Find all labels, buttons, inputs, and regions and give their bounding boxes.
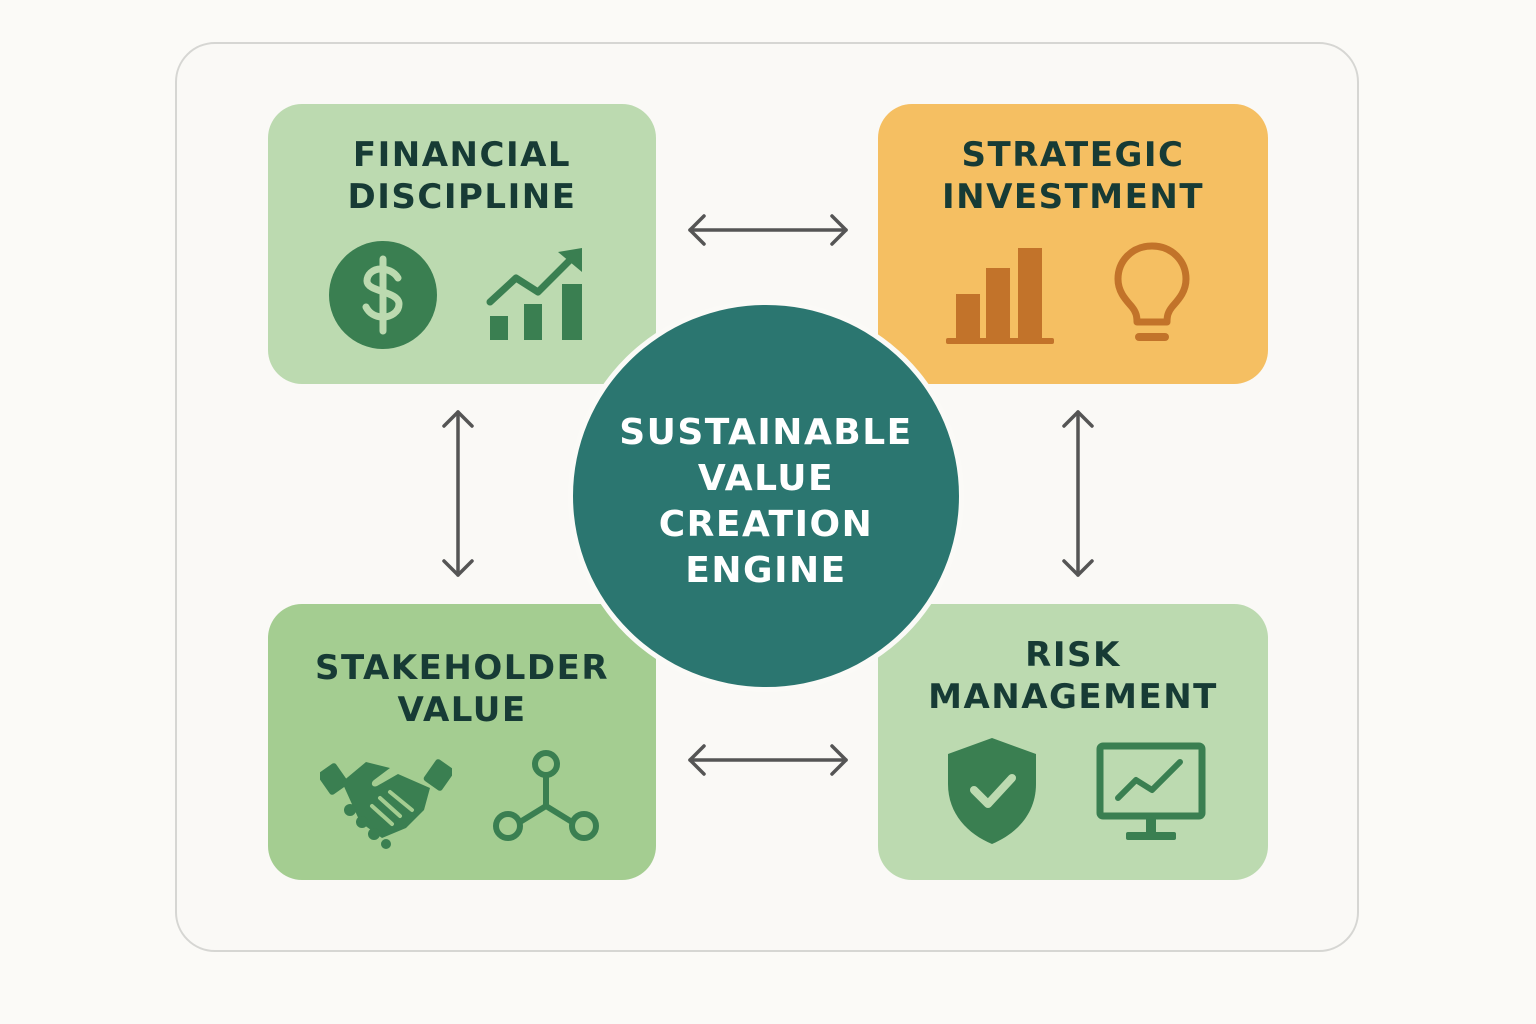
financial-discipline-card: FINANCIAL DISCIPLINE <box>268 104 656 384</box>
lightbulb-icon <box>1114 242 1190 341</box>
strategic-title-line-2: INVESTMENT <box>941 177 1205 217</box>
risk-title-line-2: MANAGEMENT <box>928 677 1218 717</box>
hub-line-2: VALUE <box>697 458 835 499</box>
top-arrow <box>688 214 848 246</box>
strategic-investment-card: STRATEGIC INVESTMENT <box>878 104 1268 384</box>
strategic-investment-title: STRATEGIC INVESTMENT <box>878 134 1268 218</box>
growth-bar-chart-icon <box>486 248 582 340</box>
monitor-chart-icon <box>1096 742 1206 840</box>
stakeholder-title-line-1: STAKEHOLDER <box>314 648 610 688</box>
shield-check-icon <box>948 738 1036 844</box>
strategic-title-line-1: STRATEGIC <box>961 135 1185 175</box>
bar-chart-icon <box>946 248 1054 344</box>
stakeholder-title-line-2: VALUE <box>397 690 527 730</box>
financial-discipline-title: FINANCIAL DISCIPLINE <box>268 134 656 218</box>
risk-title-line-1: RISK <box>1025 635 1121 675</box>
handshake-icon <box>320 759 452 849</box>
bottom-arrow <box>688 744 848 776</box>
hub-title: SUSTAINABLE VALUE CREATION ENGINE <box>573 410 959 594</box>
left-arrow <box>442 410 474 577</box>
network-nodes-icon <box>493 750 599 841</box>
stakeholder-value-title: STAKEHOLDER VALUE <box>268 647 656 731</box>
risk-management-card: RISK MANAGEMENT <box>878 604 1268 880</box>
dollar-coin-icon <box>329 241 437 349</box>
risk-management-title: RISK MANAGEMENT <box>878 634 1268 718</box>
financial-title-line-2: DISCIPLINE <box>347 177 577 217</box>
right-arrow <box>1062 410 1094 577</box>
hub-line-3: CREATION <box>658 504 874 545</box>
hub-line-4: ENGINE <box>685 550 847 591</box>
stakeholder-value-card: STAKEHOLDER VALUE <box>268 604 656 880</box>
financial-title-line-1: FINANCIAL <box>352 135 572 175</box>
value-creation-hub: SUSTAINABLE VALUE CREATION ENGINE <box>568 300 964 692</box>
hub-line-1: SUSTAINABLE <box>619 412 913 453</box>
